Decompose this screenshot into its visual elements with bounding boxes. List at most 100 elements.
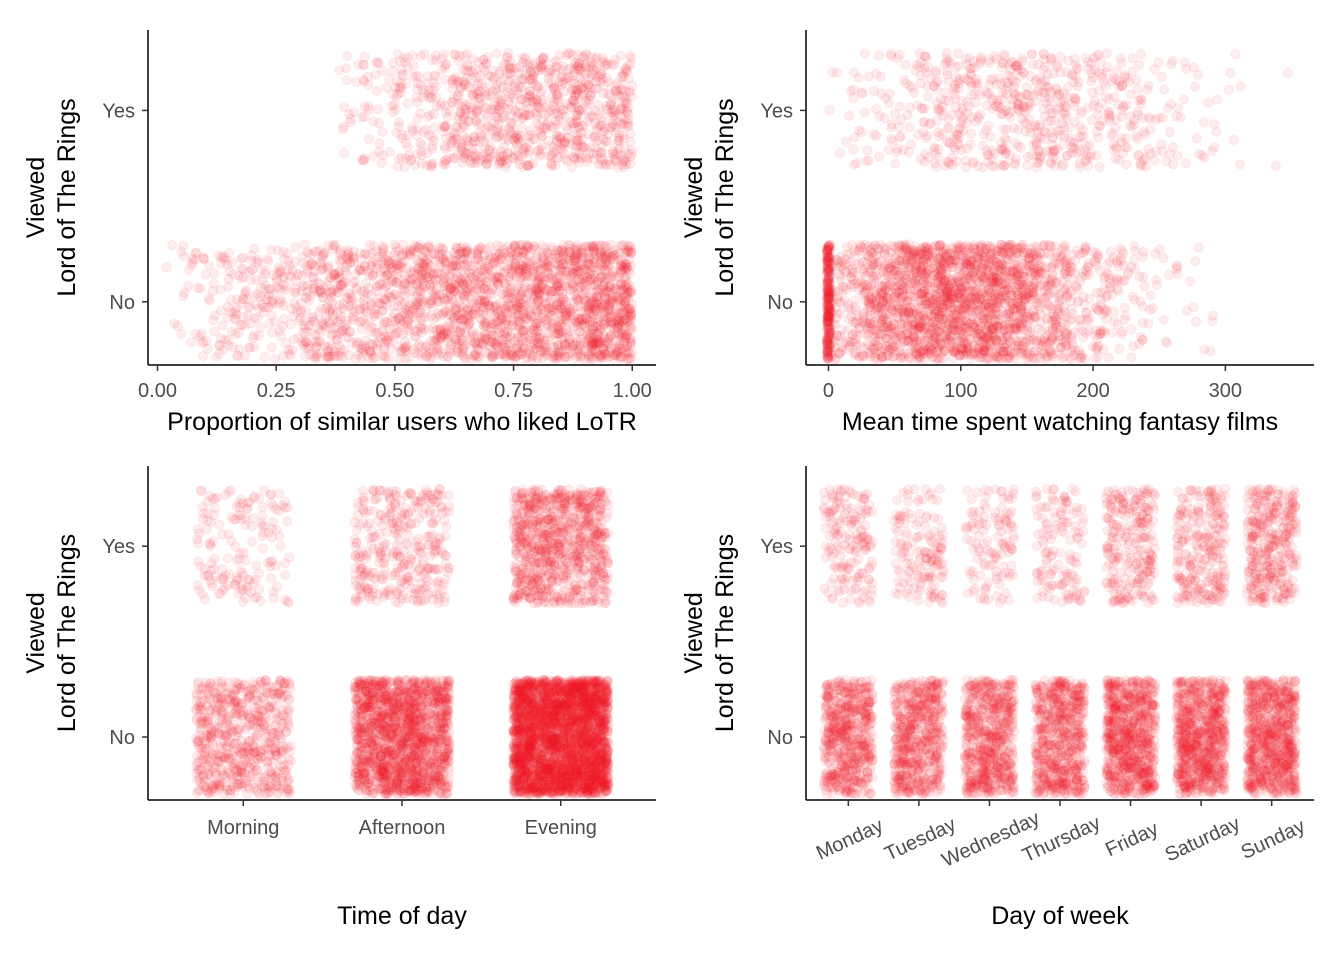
- data-point-no-1804: [317, 259, 326, 268]
- x-tick-label-3: 0.75: [494, 380, 533, 402]
- data-point-no-2533: [535, 290, 544, 299]
- data-point-no-2514: [602, 258, 611, 267]
- data-point-no-1022: [178, 292, 187, 301]
- data-point-no-2299: [399, 240, 408, 249]
- data-point-yes-994: [499, 75, 508, 84]
- data-point-yes-810: [418, 93, 427, 102]
- data-point-no-2118: [450, 248, 459, 257]
- data-point-no-2510: [622, 282, 631, 291]
- data-point-yes-869: [583, 130, 592, 139]
- data-point-no-2069: [210, 311, 219, 320]
- data-point-no-1592: [180, 252, 189, 261]
- data-point-yes-983: [460, 122, 469, 131]
- data-point-no-2587: [426, 269, 435, 278]
- data-point-yes-781: [358, 113, 367, 122]
- data-point-no-2298: [179, 241, 188, 250]
- data-point-yes-992: [432, 102, 441, 111]
- data-point-yes-945: [624, 149, 633, 158]
- x-tick-label-4: 1.00: [613, 380, 652, 402]
- data-point-yes-912: [342, 51, 351, 60]
- data-point-no-2549: [418, 262, 427, 271]
- data-point-no-2158: [210, 327, 219, 336]
- data-point-yes-857: [575, 58, 584, 67]
- data-point-no-2516: [610, 330, 619, 339]
- data-point-no-2586: [576, 352, 585, 361]
- data-point-no-2527: [590, 322, 599, 331]
- data-point-no-2530: [297, 286, 306, 295]
- data-point-no-2592: [496, 306, 505, 315]
- data-point-no-2558: [587, 297, 596, 306]
- data-point-no-484: [162, 263, 171, 272]
- data-point-no-2489: [507, 265, 516, 274]
- data-point-yes-959: [524, 149, 533, 158]
- data-point-no-2180: [597, 312, 606, 321]
- data-point-yes-881: [469, 54, 478, 63]
- data-point-yes-834: [463, 141, 472, 150]
- data-point-yes-977: [481, 92, 490, 101]
- data-point-no-2561: [400, 343, 409, 352]
- data-point-yes-454: [428, 144, 437, 153]
- data-point-no-2504: [613, 292, 622, 301]
- data-point-no-1965: [223, 313, 232, 322]
- data-point-no-2146: [367, 298, 376, 307]
- data-point-no-952: [1159, 254, 1168, 263]
- data-point-no-1057: [1194, 243, 1203, 252]
- data-point-no-2392: [254, 331, 263, 340]
- data-point-no-2234: [365, 317, 374, 326]
- data-point-no-2199: [168, 240, 177, 249]
- y-tick-label-yes: Yes: [102, 100, 135, 122]
- data-point-no-2432: [317, 321, 326, 330]
- data-point-yes-955: [451, 50, 460, 59]
- data-point-no-2593: [467, 355, 476, 364]
- data-point-no-1927: [293, 307, 302, 316]
- data-point-yes-939: [627, 82, 636, 91]
- data-point-yes-935: [416, 80, 425, 89]
- data-point-yes-870: [475, 128, 484, 137]
- data-point-yes-209: [492, 49, 501, 58]
- data-point-yes-995: [448, 76, 457, 85]
- data-point-no-2230: [204, 294, 213, 303]
- data-point-yes-816: [500, 126, 509, 135]
- data-point-yes-592: [592, 106, 601, 115]
- data-point-no-2563: [439, 352, 448, 361]
- data-point-yes-996: [533, 66, 542, 75]
- data-point-yes-890: [504, 48, 513, 57]
- data-point-no-2455: [329, 271, 338, 280]
- data-point-yes-704: [357, 155, 366, 164]
- data-point-no-2577: [450, 319, 459, 328]
- data-point-yes-644: [378, 127, 387, 136]
- data-point-no-1307: [224, 282, 233, 291]
- data-point-no-2568: [197, 338, 206, 347]
- data-point-yes-953: [584, 99, 593, 108]
- data-point-no-2424: [484, 262, 493, 271]
- data-point-no-1042: [1155, 245, 1164, 254]
- data-point-no-2468: [359, 266, 368, 275]
- data-point-no-2433: [569, 341, 578, 350]
- x-tick-label-2: 0.50: [375, 380, 414, 402]
- data-point-yes-716: [539, 53, 548, 62]
- data-point-no-2453: [620, 299, 629, 308]
- data-point-yes-894: [403, 99, 412, 108]
- data-point-no-2179: [308, 259, 317, 268]
- data-point-yes-699: [526, 130, 535, 139]
- data-point-no-2247: [552, 254, 561, 263]
- data-point-yes-875: [626, 137, 635, 146]
- data-point-yes-281: [403, 143, 412, 152]
- data-point-no-2370: [328, 304, 337, 313]
- data-point-yes-758: [472, 89, 481, 98]
- data-point-yes-993: [466, 159, 475, 168]
- data-point-no-1399: [228, 270, 237, 279]
- data-point-no-2402: [622, 259, 631, 268]
- data-point-no-2565: [428, 302, 437, 311]
- data-point-yes-947: [441, 108, 450, 117]
- data-point-no-2023: [381, 353, 390, 362]
- data-point-yes-999: [608, 113, 617, 122]
- data-point-no-828: [186, 337, 195, 346]
- data-point-no-2436: [479, 323, 488, 332]
- data-point-yes-848: [386, 147, 395, 156]
- data-point-no-2313: [626, 349, 635, 358]
- data-point-no-1960: [269, 299, 278, 308]
- data-point-no-2440: [478, 281, 487, 290]
- data-point-yes-311: [335, 66, 344, 75]
- data-point-yes-808: [439, 158, 448, 167]
